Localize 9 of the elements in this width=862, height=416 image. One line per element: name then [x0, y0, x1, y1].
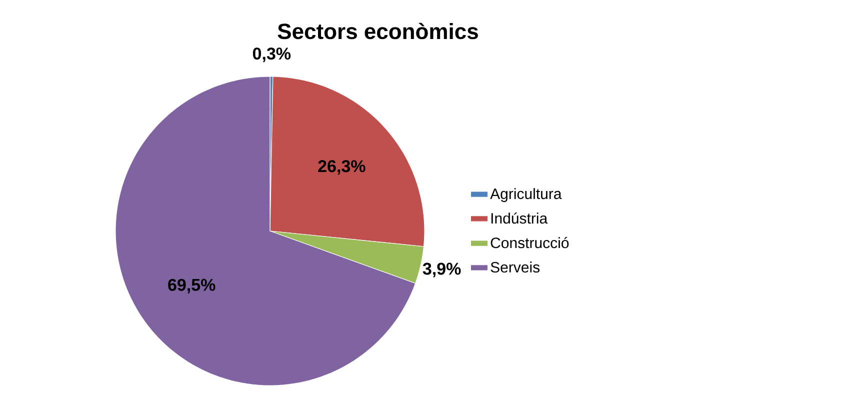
data-label: 69,5%: [168, 278, 216, 294]
legend-label: Agricultura: [490, 188, 562, 202]
legend-label: Construcció: [490, 237, 569, 248]
data-label: 0,3%: [252, 48, 291, 62]
legend-label: Serveis: [490, 262, 540, 273]
chart-title: Sectors econòmics: [278, 22, 478, 40]
data-label: 26,3%: [318, 160, 366, 175]
legend-label: Indústria: [491, 212, 548, 224]
data-label: 3,9%: [422, 262, 461, 278]
